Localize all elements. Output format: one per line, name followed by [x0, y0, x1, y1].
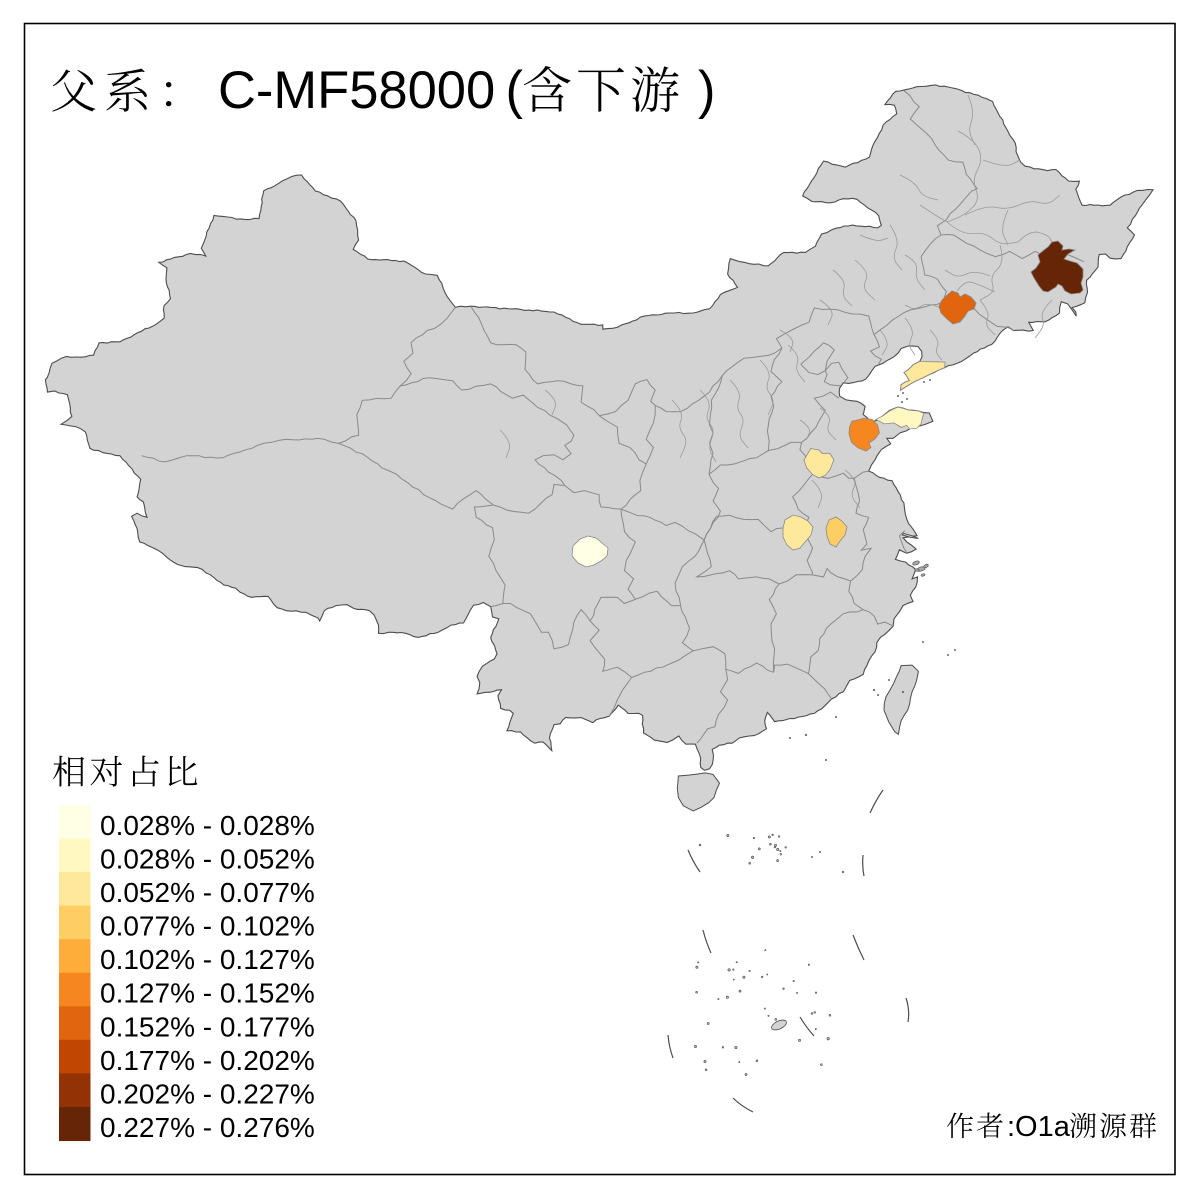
- svg-text:C-MF58000: C-MF58000: [218, 61, 495, 120]
- svg-text:(: (: [506, 61, 524, 120]
- svg-text:0.077% - 0.102%: 0.077% - 0.102%: [100, 911, 315, 942]
- svg-text::O1a: :O1a: [1007, 1111, 1071, 1143]
- svg-text:): ): [698, 61, 715, 120]
- svg-text:0.127% - 0.152%: 0.127% - 0.152%: [100, 978, 315, 1009]
- svg-text:0.152% - 0.177%: 0.152% - 0.177%: [100, 1011, 315, 1042]
- svg-text:0.227% - 0.276%: 0.227% - 0.276%: [100, 1112, 315, 1143]
- svg-text:0.102% - 0.127%: 0.102% - 0.127%: [100, 944, 315, 975]
- svg-text:0.052% - 0.077%: 0.052% - 0.077%: [100, 877, 315, 908]
- svg-text:0.028% - 0.052%: 0.028% - 0.052%: [100, 844, 315, 875]
- svg-text:0.177% - 0.202%: 0.177% - 0.202%: [100, 1045, 315, 1076]
- svg-text:0.028% - 0.028%: 0.028% - 0.028%: [100, 810, 315, 841]
- svg-text:0.202% - 0.227%: 0.202% - 0.227%: [100, 1078, 315, 1109]
